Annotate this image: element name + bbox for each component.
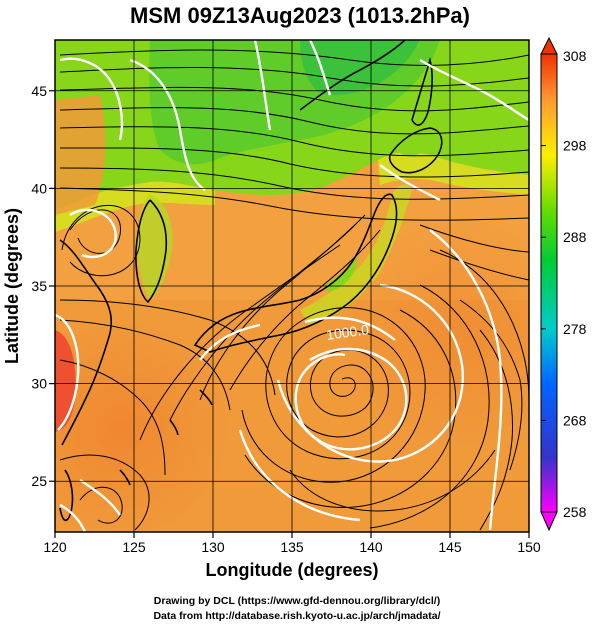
- y-tick-label: 45: [31, 83, 47, 99]
- colorbar-tick-labels: 308 298 288 278 268 258: [541, 48, 587, 520]
- x-tick-label: 125: [122, 539, 146, 555]
- y-tick-label: 25: [31, 473, 47, 489]
- colorbar-tick-label: 308: [563, 48, 587, 64]
- x-tick-label: 120: [43, 539, 67, 555]
- colorbar-scale: [540, 53, 558, 513]
- x-tick-label: 135: [280, 539, 304, 555]
- coastlines: [59, 40, 443, 522]
- y-tick-label: 35: [31, 278, 47, 294]
- map-title: MSM 09Z13Aug2023 (1013.2hPa): [130, 3, 470, 28]
- lat-lon-grid: [49, 40, 530, 538]
- colorbar-tick-label: 288: [563, 229, 587, 245]
- colorbar-tick-label: 278: [563, 321, 587, 337]
- x-tick-label: 140: [359, 539, 383, 555]
- colorbar-tick-label: 258: [563, 504, 587, 520]
- temperature-field: [55, 40, 529, 532]
- plot-frame: [54, 39, 530, 533]
- credit-data: Data from http://database.rish.kyoto-u.a…: [153, 610, 440, 622]
- x-axis-label: Longitude (degrees): [205, 560, 378, 580]
- x-tick-label: 145: [438, 539, 462, 555]
- credit-drawing: Drawing by DCL (https://www.gfd-dennou.o…: [154, 595, 440, 607]
- colorbar-max-arrow: [540, 36, 558, 55]
- y-tick-label: 30: [31, 376, 47, 392]
- x-tick-labels: 120 125 130 135 140 145 150: [43, 539, 541, 555]
- y-tick-labels: 25 30 35 40 45: [31, 83, 47, 489]
- contour-label: 1000.0: [325, 321, 370, 343]
- typhoon-spiral: [241, 249, 529, 529]
- y-tick-label: 40: [31, 180, 47, 196]
- colorbar: 308 298 288 278 268 258: [540, 36, 587, 532]
- isobar-contours: [55, 40, 529, 532]
- colorbar-min-arrow: [540, 511, 558, 532]
- x-tick-label: 130: [201, 539, 225, 555]
- y-axis-label: Latitude (degrees): [2, 208, 22, 364]
- x-tick-label: 150: [517, 539, 541, 555]
- colorbar-tick-label: 268: [563, 412, 587, 428]
- colorbar-tick-label: 298: [563, 138, 587, 154]
